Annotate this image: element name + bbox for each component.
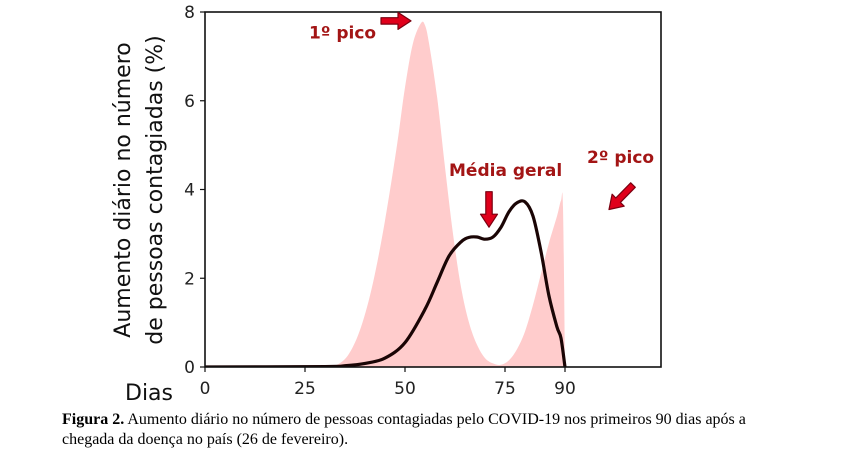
- annotation-arrow-icon: [380, 11, 412, 30]
- chart-svg: 0 25 50 75 90 0 2 4 6 8 1º pico Média geral 2º pico…: [111, 3, 662, 406]
- y-axis-title-line-1: Aumento diário no número: [111, 42, 136, 337]
- x-tick-label: 90: [554, 379, 576, 399]
- area-series-0: [205, 21, 565, 367]
- y-axis-title-line-2: de pessoas contagiadas (%): [143, 35, 168, 344]
- line-series-1: [205, 199, 567, 367]
- annotation-arrow-icon: [479, 191, 499, 228]
- y-tick-label: 2: [184, 269, 195, 289]
- y-tick-label: 4: [184, 181, 195, 201]
- annotation-label: Média geral: [449, 161, 562, 181]
- x-tick-label: 75: [494, 379, 516, 399]
- caption-label: Figura 2.: [62, 411, 125, 428]
- chart: 0 25 50 75 90 0 2 4 6 8 1º pico Média geral 2º pico…: [111, 3, 662, 406]
- x-tick-label: 0: [200, 379, 211, 399]
- annotation-layer: 1º pico Média geral 2º pico: [309, 11, 654, 228]
- annotation-arrow-icon: [608, 182, 636, 211]
- annotation-label: 1º pico: [309, 24, 376, 44]
- x-tick-label: 25: [294, 379, 316, 399]
- y-tick-label: 6: [184, 92, 195, 112]
- figure-caption: Figura 2. Aumento diário no número de pe…: [62, 410, 772, 450]
- annotation-label: 2º pico: [587, 148, 654, 168]
- y-tick-label: 8: [184, 3, 195, 23]
- ticks-layer: 0 25 50 75 90 0 2 4 6 8: [184, 3, 576, 399]
- y-tick-label: 0: [184, 358, 195, 378]
- series-layer: [205, 21, 567, 367]
- caption-text: Aumento diário no número de pessoas cont…: [62, 411, 746, 448]
- x-tick-label: 50: [394, 379, 416, 399]
- x-axis-title: Dias: [125, 381, 173, 406]
